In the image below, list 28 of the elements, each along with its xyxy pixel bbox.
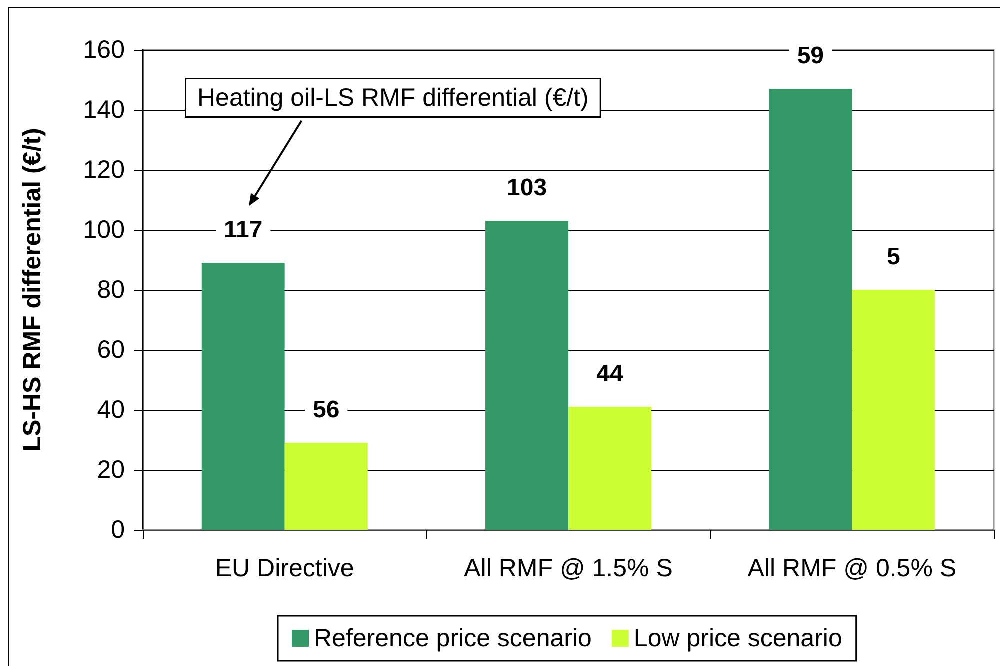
annotation: 56 [312, 396, 340, 424]
x-tick-label: EU Directive [215, 554, 354, 582]
x-tick-label: All RMF @ 1.5% S [464, 554, 673, 582]
legend-label: Reference price scenario [314, 624, 592, 652]
x-tick-label: All RMF @ 0.5% S [748, 554, 957, 582]
y-tick-label: 140 [83, 96, 125, 124]
y-tick-label: 80 [97, 276, 125, 304]
bar [202, 263, 285, 530]
annotation: 44 [596, 360, 624, 388]
bar [284, 443, 368, 530]
bar [769, 89, 852, 530]
annotation: 103 [506, 174, 548, 202]
bar [486, 221, 568, 530]
y-tick-label: 120 [83, 156, 125, 184]
annotation: 5 [886, 244, 900, 270]
legend-label: Low price scenario [634, 624, 842, 652]
annotation: 117 [224, 216, 263, 244]
y-tick-label: 100 [83, 216, 125, 244]
annotation: Heating oil-LS RMF differential (€/t) [198, 84, 589, 112]
y-tick-label: 40 [97, 396, 125, 424]
y-tick-label: 60 [97, 336, 125, 364]
y-tick-label: 20 [97, 456, 125, 484]
annotation: 59 [797, 42, 824, 70]
y-tick-label: 0 [111, 516, 125, 544]
y-tick-label: 160 [83, 36, 125, 64]
bar [568, 407, 652, 530]
y-axis-title: LS-HS RMF differential (€/t) [18, 128, 46, 452]
bar [852, 290, 936, 530]
